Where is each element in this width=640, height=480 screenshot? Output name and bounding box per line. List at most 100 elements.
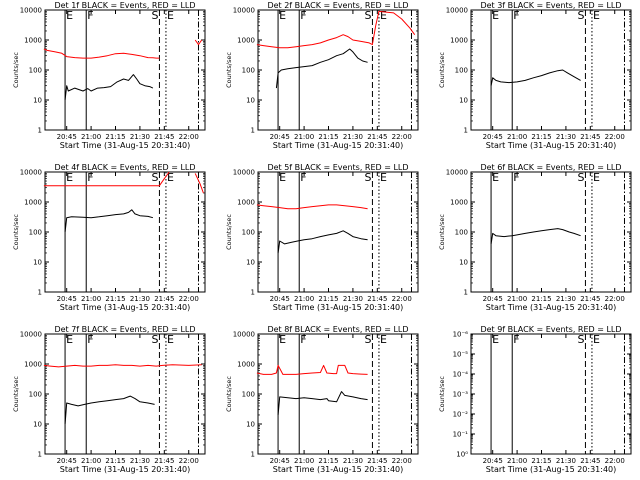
y-tick-label: 10000 bbox=[20, 331, 42, 339]
x-tick-label: 21:45 bbox=[580, 457, 600, 465]
x-tick-label: 21:45 bbox=[154, 457, 174, 465]
x-tick-label: 20:45 bbox=[483, 295, 503, 303]
time-marker-label: E bbox=[167, 9, 174, 22]
chart-panel-3: Det 3f BLACK = Events, RED = LLD 1 10 100 10… bbox=[438, 1, 632, 150]
y-tick-label: 1000 bbox=[450, 37, 468, 45]
x-tick-label: 21:30 bbox=[556, 133, 576, 141]
chart-panel-9: Det 9f BLACK = Events, RED = LLD 10⁰ 10⁻¹ 1… bbox=[438, 325, 632, 474]
x-tick-label: 21:45 bbox=[580, 133, 600, 141]
chart-title: Det 6f BLACK = Events, RED = LLD bbox=[480, 163, 621, 172]
x-tick-label: 21:30 bbox=[343, 133, 363, 141]
x-tick-label: 21:15 bbox=[105, 133, 125, 141]
x-tick-label: 21:15 bbox=[531, 295, 551, 303]
time-marker-label: E bbox=[593, 333, 600, 346]
x-tick-label: 20:45 bbox=[270, 457, 290, 465]
y-tick-label: 100 bbox=[29, 67, 42, 75]
x-tick-label: 22:00 bbox=[605, 457, 625, 465]
x-tick-label: 22:00 bbox=[605, 133, 625, 141]
x-tick-label: 21:15 bbox=[318, 295, 338, 303]
x-tick-label: 21:45 bbox=[580, 295, 600, 303]
x-axis-title: Start Time (31-Aug-15 20:31:40) bbox=[273, 465, 404, 474]
time-marker-label: E bbox=[380, 171, 387, 184]
y-tick-label: 1000 bbox=[237, 37, 255, 45]
events-series-line bbox=[64, 395, 155, 425]
x-tick-label: 21:30 bbox=[343, 457, 363, 465]
y-tick-label: 10000 bbox=[233, 331, 255, 339]
time-marker-label: S bbox=[151, 333, 158, 346]
lld-series-line bbox=[43, 48, 160, 59]
x-tick-label: 22:00 bbox=[605, 295, 625, 303]
chart-title: Det 9f BLACK = Events, RED = LLD bbox=[480, 325, 621, 334]
time-marker-label: F bbox=[513, 9, 519, 22]
chart-title: Det 7f BLACK = Events, RED = LLD bbox=[54, 325, 195, 334]
y-axis-title: Counts/sec bbox=[225, 214, 233, 250]
time-marker-label: S bbox=[364, 333, 371, 346]
chart-title: Det 4f BLACK = Events, RED = LLD bbox=[54, 163, 195, 172]
time-marker-label: S bbox=[151, 9, 158, 22]
chart-title: Det 3f BLACK = Events, RED = LLD bbox=[480, 1, 621, 10]
x-axis-title: Start Time (31-Aug-15 20:31:40) bbox=[60, 465, 191, 474]
plot-frame bbox=[470, 9, 632, 131]
x-axis-title: Start Time (31-Aug-15 20:31:40) bbox=[486, 141, 617, 150]
y-tick-label: 100 bbox=[242, 391, 255, 399]
y-tick-label: 1000 bbox=[24, 37, 42, 45]
x-tick-label: 21:45 bbox=[154, 133, 174, 141]
x-tick-label: 20:45 bbox=[57, 295, 77, 303]
y-tick-label: 1 bbox=[38, 451, 42, 459]
x-tick-label: 21:00 bbox=[81, 457, 101, 465]
time-marker-label: E bbox=[66, 9, 73, 22]
time-marker-label: E bbox=[279, 171, 286, 184]
x-tick-label: 21:00 bbox=[294, 133, 314, 141]
x-tick-label: 20:45 bbox=[483, 457, 503, 465]
events-series-line bbox=[277, 391, 368, 416]
y-axis-title: Counts/sec bbox=[12, 214, 20, 250]
time-marker-label: S bbox=[577, 9, 584, 22]
x-tick-label: 22:00 bbox=[179, 295, 199, 303]
time-marker-label: F bbox=[513, 171, 519, 184]
time-marker-label: F bbox=[87, 333, 93, 346]
chart-panel-6: Det 6f BLACK = Events, RED = LLD 1 10 100 10… bbox=[438, 163, 632, 312]
chart-panel-1: Det 1f BLACK = Events, RED = LLD 1 10 100 10… bbox=[12, 1, 206, 150]
lld-series-line bbox=[194, 39, 203, 46]
y-tick-label: 100 bbox=[242, 67, 255, 75]
plot-frame bbox=[44, 171, 206, 293]
y-tick-label: 1 bbox=[251, 289, 255, 297]
lld-series-line bbox=[43, 364, 202, 368]
x-axis-title: Start Time (31-Aug-15 20:31:40) bbox=[60, 303, 191, 312]
x-tick-label: 21:30 bbox=[130, 457, 150, 465]
x-tick-label: 21:30 bbox=[556, 295, 576, 303]
y-tick-label: 1000 bbox=[24, 199, 42, 207]
y-tick-label: 10⁻⁶ bbox=[453, 331, 469, 339]
x-tick-label: 20:45 bbox=[270, 295, 290, 303]
time-marker-label: F bbox=[300, 9, 306, 22]
time-marker-label: F bbox=[513, 333, 519, 346]
y-tick-label: 1 bbox=[251, 451, 255, 459]
time-marker-label: F bbox=[87, 9, 93, 22]
plot-frame bbox=[257, 333, 419, 455]
y-tick-label: 100 bbox=[455, 67, 468, 75]
x-tick-label: 21:00 bbox=[294, 457, 314, 465]
x-tick-label: 21:00 bbox=[507, 133, 527, 141]
events-series-line bbox=[64, 209, 154, 233]
y-tick-label: 10000 bbox=[233, 169, 255, 177]
x-tick-label: 21:15 bbox=[318, 457, 338, 465]
x-tick-label: 21:15 bbox=[531, 133, 551, 141]
x-tick-label: 21:00 bbox=[294, 295, 314, 303]
chart-panel-5: Det 5f BLACK = Events, RED = LLD 1 10 100 10… bbox=[225, 163, 419, 312]
y-tick-label: 10 bbox=[33, 97, 42, 105]
time-marker-label: F bbox=[300, 171, 306, 184]
plot-frame bbox=[257, 171, 419, 293]
y-tick-label: 10 bbox=[459, 259, 468, 267]
lld-series-line bbox=[256, 364, 368, 375]
y-tick-label: 10⁻⁵ bbox=[453, 351, 469, 359]
y-tick-label: 10 bbox=[459, 97, 468, 105]
y-tick-label: 10 bbox=[246, 259, 255, 267]
y-tick-label: 10 bbox=[33, 421, 42, 429]
y-tick-label: 1000 bbox=[237, 361, 255, 369]
y-tick-label: 1 bbox=[38, 127, 42, 135]
chart-panel-4: Det 4f BLACK = Events, RED = LLD 1 10 100 10… bbox=[12, 163, 206, 312]
time-marker-label: S bbox=[151, 171, 158, 184]
x-axis-title: Start Time (31-Aug-15 20:31:40) bbox=[486, 303, 617, 312]
y-axis-title: Counts/sec bbox=[438, 376, 446, 412]
